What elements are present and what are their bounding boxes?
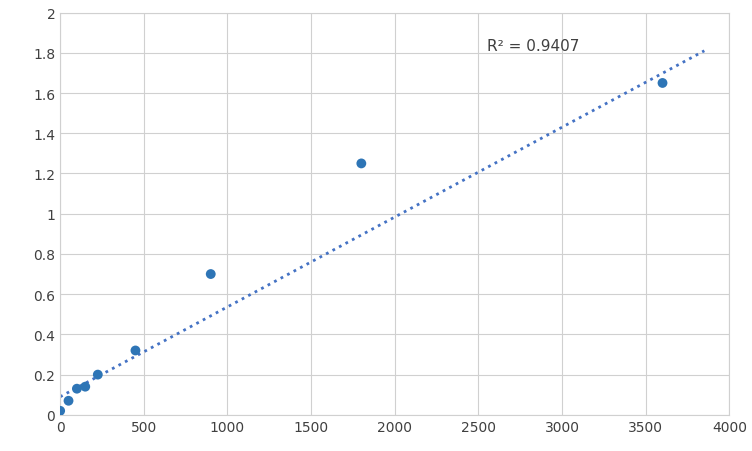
Point xyxy=(355,161,367,168)
Text: R² = 0.9407: R² = 0.9407 xyxy=(487,39,579,54)
Point xyxy=(79,383,91,391)
Point xyxy=(54,407,66,414)
Point xyxy=(62,397,74,405)
Point xyxy=(92,371,104,378)
Point xyxy=(71,385,83,392)
Point xyxy=(656,80,669,87)
Point xyxy=(205,271,217,278)
Point xyxy=(129,347,141,354)
